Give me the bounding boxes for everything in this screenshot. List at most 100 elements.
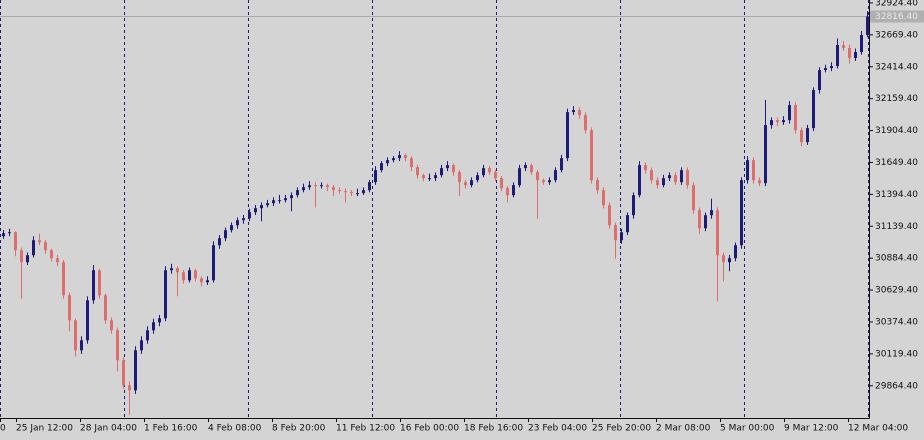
candle-body	[302, 187, 305, 191]
candle-body	[188, 270, 191, 281]
bid-label-box	[870, 10, 924, 23]
candle-body	[782, 120, 785, 123]
candle-body	[308, 185, 311, 188]
plot	[0, 11, 869, 416]
y-tick-label: 32669.40	[875, 30, 918, 40]
candle-body	[134, 350, 137, 391]
candle-body	[752, 160, 755, 181]
candle-body	[746, 160, 749, 181]
x-tick-label: 4 Feb 08:00	[208, 424, 262, 434]
candle-body	[344, 191, 347, 193]
candle-body	[200, 278, 203, 283]
candle-body	[434, 175, 437, 179]
candle-body	[14, 232, 17, 251]
candle-body	[368, 182, 371, 191]
candle-body	[632, 195, 635, 216]
y-tick-label: 30374.40	[875, 317, 918, 327]
candle-body	[212, 245, 215, 281]
candle-body	[680, 170, 683, 183]
candle-body	[290, 195, 293, 199]
candle-body	[482, 168, 485, 176]
candle-body	[284, 198, 287, 201]
y-tick-label: 31649.40	[875, 158, 918, 168]
candle-body	[866, 16, 869, 36]
candle-body	[374, 170, 377, 183]
candle-body	[536, 172, 539, 181]
candle-body	[710, 210, 713, 216]
candle-body	[404, 155, 407, 159]
candle-body	[518, 168, 521, 186]
candle-body	[806, 128, 809, 143]
candle-body	[86, 300, 89, 341]
x-tick-label: 8 Feb 20:00	[272, 424, 326, 434]
candle-body	[590, 130, 593, 181]
candle-body	[704, 215, 707, 229]
candle-body	[338, 190, 341, 192]
x-tick-label: 23 Feb 04:00	[528, 424, 587, 434]
candle-body	[692, 185, 695, 211]
candle-body	[326, 185, 329, 188]
candle-body	[758, 180, 761, 184]
candle-body	[662, 178, 665, 186]
candle-body	[614, 225, 617, 241]
candle-body	[644, 165, 647, 171]
candle-body	[98, 270, 101, 296]
x-tick-label: 25 Feb 20:00	[592, 424, 651, 434]
candle-body	[152, 322, 155, 331]
candle-body	[476, 175, 479, 181]
candle-body	[572, 110, 575, 113]
candle-body	[488, 168, 491, 173]
candle-body	[260, 205, 263, 209]
candle-body	[578, 110, 581, 116]
candle-body	[530, 165, 533, 173]
candle-body	[818, 70, 821, 91]
candle-body	[506, 188, 509, 196]
candle-body	[314, 185, 317, 187]
candle-body	[842, 45, 845, 49]
candle-body	[128, 385, 131, 391]
x-tick-label: 11 Feb 12:00	[336, 424, 395, 434]
candle-body	[236, 220, 239, 226]
candle-body	[812, 90, 815, 129]
candle-body	[554, 170, 557, 181]
candle-body	[638, 165, 641, 196]
candle-body	[512, 185, 515, 196]
candle-body	[380, 163, 383, 171]
y-tick-label: 30884.40	[875, 254, 918, 264]
candle-body	[146, 330, 149, 341]
candle-body	[62, 262, 65, 296]
y-tick-label: 31139.40	[875, 222, 918, 232]
candle-body	[446, 165, 449, 169]
candle-body	[848, 48, 851, 59]
candle-body	[122, 360, 125, 386]
candle-body	[92, 270, 95, 301]
candle-body	[674, 175, 677, 183]
candle-body	[596, 180, 599, 191]
candle-body	[566, 112, 569, 159]
candle-body	[278, 200, 281, 202]
candle-body	[794, 105, 797, 131]
candle-body	[116, 330, 119, 361]
candle-body	[224, 230, 227, 239]
candle-body	[548, 180, 551, 183]
candle-body	[332, 187, 335, 191]
y-tick-label: 29864.40	[875, 381, 918, 391]
candle-body	[602, 190, 605, 206]
candle-body	[50, 250, 53, 259]
candle-body	[764, 125, 767, 184]
candle-body	[386, 160, 389, 164]
period-separators	[0, 0, 869, 418]
y-tick-label: 31904.40	[875, 126, 918, 136]
candle-body	[26, 255, 29, 263]
candle-body	[182, 272, 185, 281]
candle-body	[440, 168, 443, 176]
candle-body	[458, 172, 461, 183]
candle-body	[734, 245, 737, 259]
x-tick-label: 0	[0, 424, 6, 434]
candle-body	[164, 270, 167, 319]
candle-body	[140, 340, 143, 351]
x-tick-label: 18 Feb 16:00	[464, 424, 523, 434]
candle-body	[398, 155, 401, 159]
candle-body	[698, 210, 701, 229]
